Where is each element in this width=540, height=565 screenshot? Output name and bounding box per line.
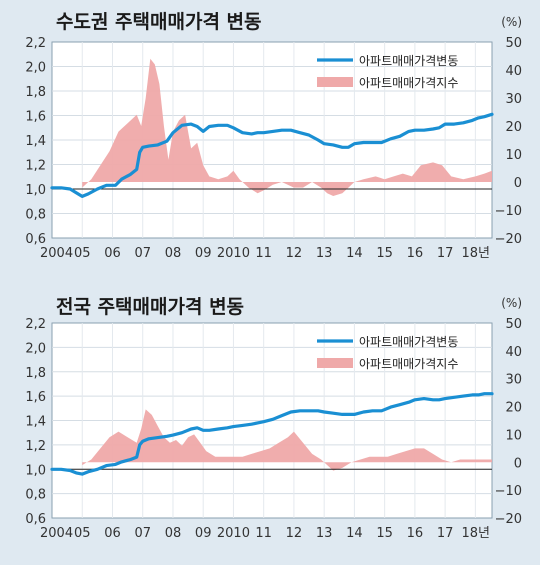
x-tick-label: 05 (74, 246, 91, 261)
series-area (82, 409, 492, 471)
x-tick-label: 05 (74, 526, 91, 541)
x-tick-label: 07 (134, 246, 151, 261)
y-right-tick-label: −10 (495, 484, 522, 499)
y-left-tick-label: 1,8 (25, 85, 46, 100)
legend-label: 아파트매매가격변동 (359, 54, 458, 68)
y-left-tick-label: 1,4 (25, 415, 46, 430)
legend-label: 아파트매매가격변동 (359, 335, 458, 349)
y-right-unit: (%) (501, 296, 522, 310)
x-tick-label: 18년 (461, 246, 490, 261)
x-tick-label: 06 (104, 246, 121, 261)
legend-area-swatch (317, 77, 353, 87)
y-left-tick-label: 1,0 (25, 463, 46, 478)
x-tick-label: 17 (437, 526, 454, 541)
y-left-tick-label: 1,6 (25, 390, 46, 405)
x-tick-label: 15 (376, 526, 393, 541)
x-tick-label: 07 (134, 526, 151, 541)
x-tick-label: 16 (407, 526, 424, 541)
y-right-tick-label: 30 (505, 92, 522, 107)
y-left-tick-label: 1,2 (25, 439, 46, 454)
series-line (50, 112, 494, 198)
x-tick-label: 08 (165, 246, 182, 261)
y-left-tick-label: 1,2 (25, 159, 46, 174)
chart-panel-2: 0,6 0,8 1,0 1,2 1,4 1,6 1,8 2,0 2,2 −20 −10 0 10 20 30… (25, 296, 522, 541)
y-left-tick-label: 1,0 (25, 183, 46, 198)
y-right-tick-label: 0 (514, 456, 522, 471)
chart-panel-1: 0,6 0,8 1,0 1,2 1,4 1,6 1,8 2,0 2,2 −20 −10 0 10 20 30… (25, 11, 522, 261)
chart-title: 전국 주택매매가격 변동 (56, 296, 244, 318)
x-tick-label: 11 (255, 526, 272, 541)
y-right-tick-label: 10 (505, 148, 522, 163)
y-left-tick-label: 0,6 (25, 232, 46, 247)
y-right-tick-label: 20 (505, 120, 522, 135)
y-left-tick-label: 0,8 (25, 488, 46, 503)
y-right-tick-label: −10 (495, 204, 522, 219)
legend-area-swatch (317, 358, 353, 368)
x-tick-label: 17 (437, 246, 454, 261)
y-left-tick-label: 0,6 (25, 512, 46, 527)
y-left-tick-label: 2,0 (25, 341, 46, 356)
series-area (82, 58, 492, 196)
y-right-tick-label: 40 (505, 345, 522, 360)
x-tick-label: 13 (316, 526, 333, 541)
y-right-unit: (%) (501, 15, 522, 29)
y-right-tick-label: 50 (505, 36, 522, 51)
y-left-tick-label: 1,8 (25, 366, 46, 381)
x-tick-label: 2004 (40, 246, 73, 261)
y-left-tick-label: 2,2 (25, 36, 46, 51)
x-tick-label: 2004 (40, 526, 73, 541)
y-right-tick-label: 30 (505, 373, 522, 388)
y-right-tick-label: 50 (505, 317, 522, 332)
x-tick-label: 15 (376, 246, 393, 261)
x-tick-label: 14 (346, 246, 363, 261)
x-tick-label: 12 (286, 246, 303, 261)
y-right-tick-label: 0 (514, 176, 522, 191)
x-tick-label: 09 (195, 246, 212, 261)
y-right-tick-label: −20 (495, 232, 522, 247)
y-left-tick-label: 0,8 (25, 208, 46, 223)
series-line (50, 392, 494, 476)
x-tick-label: 09 (195, 526, 212, 541)
y-left-tick-label: 1,4 (25, 134, 46, 149)
x-tick-label: 06 (104, 526, 121, 541)
x-tick-label: 2010 (217, 246, 250, 261)
x-tick-label: 16 (407, 246, 424, 261)
x-tick-label: 14 (346, 526, 363, 541)
y-right-tick-label: 20 (505, 401, 522, 416)
y-left-tick-label: 1,6 (25, 110, 46, 125)
x-tick-label: 2010 (217, 526, 250, 541)
x-tick-label: 12 (286, 526, 303, 541)
y-left-tick-label: 2,2 (25, 317, 46, 332)
y-right-tick-label: −20 (495, 512, 522, 527)
y-right-tick-label: 40 (505, 64, 522, 79)
chart-title: 수도권 주택매매가격 변동 (56, 11, 262, 33)
x-tick-label: 13 (316, 246, 333, 261)
legend-label: 아파트매매가격지수 (359, 357, 458, 371)
x-tick-label: 18년 (461, 526, 490, 541)
y-right-tick-label: 10 (505, 428, 522, 443)
y-left-tick-label: 2,0 (25, 61, 46, 76)
x-tick-label: 08 (165, 526, 182, 541)
x-tick-label: 11 (255, 246, 272, 261)
legend-label: 아파트매매가격지수 (359, 76, 458, 90)
